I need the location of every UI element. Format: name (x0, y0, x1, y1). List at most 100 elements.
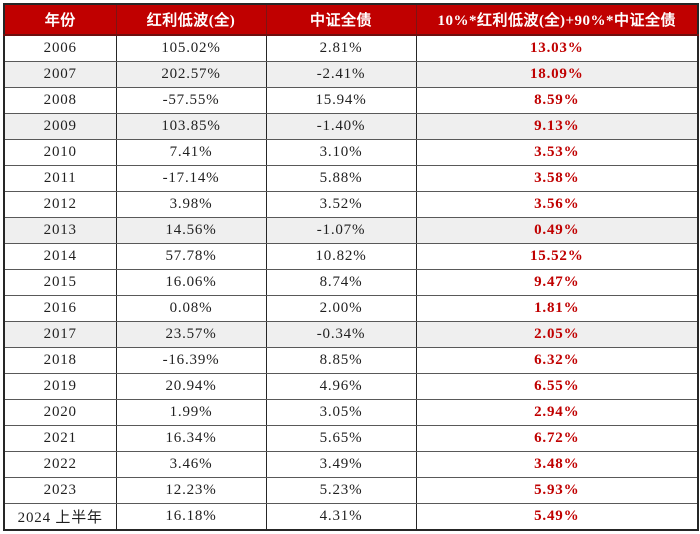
year-cell: 2019 (3, 373, 117, 400)
year-cell: 2018 (3, 347, 117, 374)
blend-value-cell: 5.49% (415, 503, 699, 531)
year-cell: 2009 (3, 113, 117, 140)
csi-bond-value-cell: 8.85% (265, 347, 417, 374)
blend-value-cell: 5.93% (415, 477, 699, 504)
year-cell: 2007 (3, 61, 117, 88)
csi-bond-value-cell: 15.94% (265, 87, 417, 114)
year-cell: 2012 (3, 191, 117, 218)
column-header-year: 年份 (3, 3, 117, 36)
csi-bond-value-cell: 4.31% (265, 503, 417, 531)
year-cell: 2010 (3, 139, 117, 166)
column-header-csi-bond: 中证全债 (265, 3, 417, 36)
year-cell: 2006 (3, 34, 117, 62)
table-row: 2009 103.85% -1.40% 9.13% (3, 113, 699, 140)
table-row: 2017 23.57% -0.34% 2.05% (3, 321, 699, 348)
table-row: 2020 1.99% 3.05% 2.94% (3, 399, 699, 426)
year-cell: 2014 (3, 243, 117, 270)
dividend-low-vol-value-cell: 14.56% (115, 217, 267, 244)
table-row: 2018 -16.39% 8.85% 6.32% (3, 347, 699, 374)
table-header: 年份 红利低波(全) 中证全债 10%*红利低波(全)+90%*中证全债 (3, 3, 699, 36)
table-row: 2006 105.02% 2.81% 13.03% (3, 34, 699, 62)
table-row: 2015 16.06% 8.74% 9.47% (3, 269, 699, 296)
dividend-low-vol-value-cell: 16.06% (115, 269, 267, 296)
year-cell: 2011 (3, 165, 117, 192)
dividend-low-vol-value-cell: 105.02% (115, 34, 267, 62)
year-cell: 2008 (3, 87, 117, 114)
blend-value-cell: 9.13% (415, 113, 699, 140)
table-row: 2012 3.98% 3.52% 3.56% (3, 191, 699, 218)
blend-value-cell: 3.56% (415, 191, 699, 218)
year-cell: 2024 上半年 (3, 503, 117, 531)
dividend-low-vol-value-cell: 20.94% (115, 373, 267, 400)
dividend-low-vol-value-cell: -16.39% (115, 347, 267, 374)
csi-bond-value-cell: 3.05% (265, 399, 417, 426)
table-row: 2008 -57.55% 15.94% 8.59% (3, 87, 699, 114)
column-header-dividend-low-vol: 红利低波(全) (115, 3, 267, 36)
year-cell: 2015 (3, 269, 117, 296)
csi-bond-value-cell: 2.00% (265, 295, 417, 322)
dividend-low-vol-value-cell: 3.98% (115, 191, 267, 218)
csi-bond-value-cell: 3.49% (265, 451, 417, 478)
dividend-low-vol-value-cell: 57.78% (115, 243, 267, 270)
dividend-low-vol-value-cell: 23.57% (115, 321, 267, 348)
dividend-low-vol-value-cell: -57.55% (115, 87, 267, 114)
table-row: 2007 202.57% -2.41% 18.09% (3, 61, 699, 88)
dividend-low-vol-value-cell: 7.41% (115, 139, 267, 166)
dividend-low-vol-value-cell: 16.18% (115, 503, 267, 531)
year-cell: 2016 (3, 295, 117, 322)
annual-returns-table: 年份 红利低波(全) 中证全债 10%*红利低波(全)+90%*中证全债 2006 10… (3, 3, 699, 531)
column-header-blend-10-90: 10%*红利低波(全)+90%*中证全债 (415, 3, 699, 36)
table-row: 2011 -17.14% 5.88% 3.58% (3, 165, 699, 192)
csi-bond-value-cell: 4.96% (265, 373, 417, 400)
dividend-low-vol-value-cell: 12.23% (115, 477, 267, 504)
year-cell: 2013 (3, 217, 117, 244)
year-cell: 2021 (3, 425, 117, 452)
dividend-low-vol-value-cell: -17.14% (115, 165, 267, 192)
csi-bond-value-cell: 8.74% (265, 269, 417, 296)
blend-value-cell: 8.59% (415, 87, 699, 114)
dividend-low-vol-value-cell: 103.85% (115, 113, 267, 140)
csi-bond-value-cell: 5.23% (265, 477, 417, 504)
table-body: 2006 105.02% 2.81% 13.03% 2007 202.57% -2.41% 1… (3, 34, 699, 531)
year-cell: 2020 (3, 399, 117, 426)
blend-value-cell: 6.72% (415, 425, 699, 452)
csi-bond-value-cell: -1.07% (265, 217, 417, 244)
blend-value-cell: 18.09% (415, 61, 699, 88)
dividend-low-vol-value-cell: 1.99% (115, 399, 267, 426)
table-row: 2024 上半年 16.18% 4.31% 5.49% (3, 503, 699, 531)
table-row: 2022 3.46% 3.49% 3.48% (3, 451, 699, 478)
blend-value-cell: 15.52% (415, 243, 699, 270)
csi-bond-value-cell: 5.65% (265, 425, 417, 452)
blend-value-cell: 6.32% (415, 347, 699, 374)
header-row: 年份 红利低波(全) 中证全债 10%*红利低波(全)+90%*中证全债 (3, 3, 699, 36)
csi-bond-value-cell: -2.41% (265, 61, 417, 88)
csi-bond-value-cell: -1.40% (265, 113, 417, 140)
dividend-low-vol-value-cell: 202.57% (115, 61, 267, 88)
dividend-low-vol-value-cell: 3.46% (115, 451, 267, 478)
blend-value-cell: 3.58% (415, 165, 699, 192)
blend-value-cell: 3.53% (415, 139, 699, 166)
year-cell: 2022 (3, 451, 117, 478)
blend-value-cell: 1.81% (415, 295, 699, 322)
table-row: 2021 16.34% 5.65% 6.72% (3, 425, 699, 452)
year-cell: 2017 (3, 321, 117, 348)
dividend-low-vol-value-cell: 16.34% (115, 425, 267, 452)
csi-bond-value-cell: 3.52% (265, 191, 417, 218)
blend-value-cell: 6.55% (415, 373, 699, 400)
csi-bond-value-cell: 3.10% (265, 139, 417, 166)
year-cell: 2023 (3, 477, 117, 504)
csi-bond-value-cell: 5.88% (265, 165, 417, 192)
csi-bond-value-cell: 2.81% (265, 34, 417, 62)
blend-value-cell: 3.48% (415, 451, 699, 478)
blend-value-cell: 13.03% (415, 34, 699, 62)
blend-value-cell: 2.05% (415, 321, 699, 348)
table-row: 2019 20.94% 4.96% 6.55% (3, 373, 699, 400)
table-row: 2016 0.08% 2.00% 1.81% (3, 295, 699, 322)
blend-value-cell: 0.49% (415, 217, 699, 244)
table-row: 2013 14.56% -1.07% 0.49% (3, 217, 699, 244)
dividend-low-vol-value-cell: 0.08% (115, 295, 267, 322)
blend-value-cell: 9.47% (415, 269, 699, 296)
blend-value-cell: 2.94% (415, 399, 699, 426)
csi-bond-value-cell: -0.34% (265, 321, 417, 348)
